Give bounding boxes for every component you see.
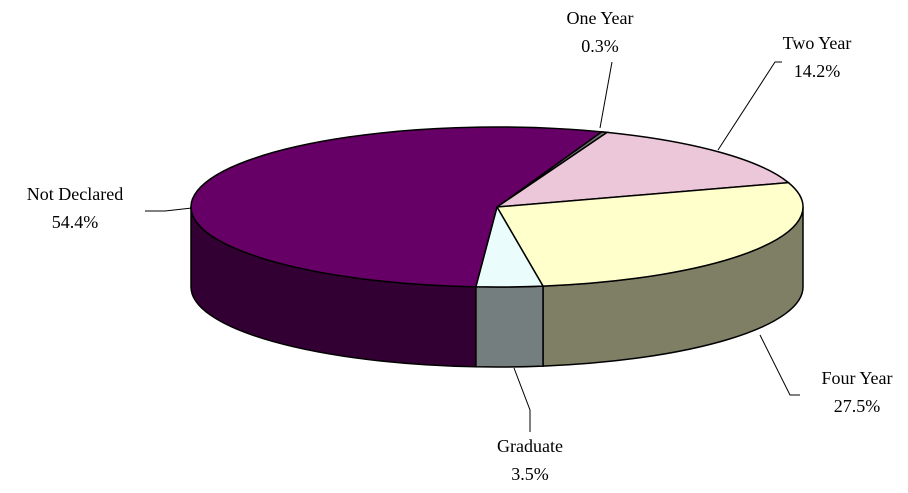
slice-value-label: 14.2% [794,61,841,81]
pie-slice [190,126,604,288]
slice-label: Not Declared [27,184,123,204]
slice-label: Graduate [497,436,563,456]
slice-value-label: 3.5% [511,464,549,484]
leader-line [759,334,800,396]
slice-label: One Year [567,8,634,28]
slice-value-label: 0.3% [581,36,619,56]
pie-slice [495,181,804,287]
leader-line [145,207,193,212]
slice-value-label: 54.4% [52,212,99,232]
slice-label: Two Year [783,33,852,53]
leader-line [513,367,531,432]
pie-side [475,285,544,368]
slice-label: Four Year [821,368,892,388]
leader-line [599,61,613,129]
slice-value-label: 27.5% [834,396,881,416]
leader-line [717,61,782,151]
